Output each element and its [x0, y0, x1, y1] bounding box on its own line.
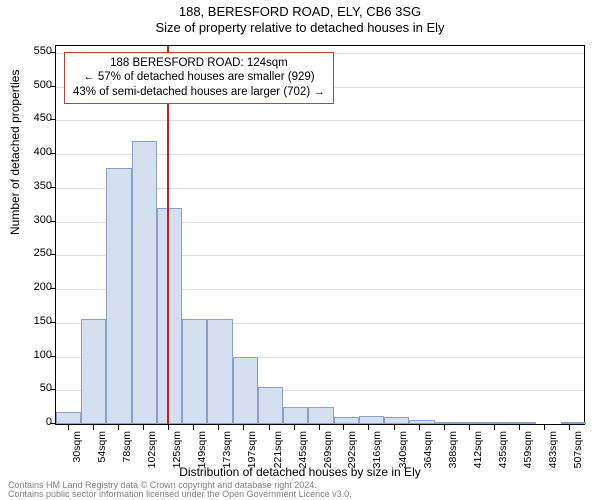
y-tick-label: 100 [12, 349, 52, 361]
x-tick-label: 292sqm [346, 431, 358, 471]
y-tick-label: 450 [12, 112, 52, 124]
y-tick-label: 550 [12, 45, 52, 57]
histogram-bar [510, 422, 535, 424]
x-tick-label: 221sqm [272, 431, 284, 471]
x-tick-mark [569, 425, 570, 430]
x-tick-mark [93, 425, 94, 430]
x-tick-mark [394, 425, 395, 430]
histogram-bar [81, 319, 106, 424]
y-tick-label: 400 [12, 146, 52, 158]
y-tick-label: 0 [12, 416, 52, 428]
y-tick-label: 150 [12, 315, 52, 327]
y-tick-label: 200 [12, 281, 52, 293]
histogram-bar [485, 422, 510, 424]
x-tick-label: 459sqm [522, 431, 534, 471]
x-tick-mark [444, 425, 445, 430]
x-tick-label: 245sqm [297, 431, 309, 471]
x-tick-label: 149sqm [196, 431, 208, 471]
x-tick-label: 197sqm [246, 431, 258, 471]
y-tick-mark [50, 153, 55, 154]
y-tick-label: 350 [12, 180, 52, 192]
histogram-bar [384, 417, 409, 424]
histogram-bar [207, 319, 232, 424]
histogram-bar [182, 319, 207, 424]
histogram-bar [561, 422, 586, 424]
y-tick-mark [50, 356, 55, 357]
histogram-bar [283, 407, 308, 424]
x-tick-mark [193, 425, 194, 430]
histogram-bar [106, 168, 131, 425]
x-tick-mark [544, 425, 545, 430]
infobox-line-2: ← 57% of detached houses are smaller (92… [83, 71, 314, 83]
infobox-line-1: 188 BERESFORD ROAD: 124sqm [110, 57, 288, 69]
histogram-bar [334, 417, 359, 424]
x-tick-mark [469, 425, 470, 430]
y-tick-label: 50 [12, 382, 52, 394]
histogram-bar [233, 357, 258, 425]
y-tick-mark [50, 288, 55, 289]
x-tick-label: 364sqm [422, 431, 434, 471]
x-tick-mark [419, 425, 420, 430]
y-tick-mark [50, 389, 55, 390]
y-tick-label: 250 [12, 247, 52, 259]
footer-line-2: Contains public sector information licen… [8, 489, 352, 499]
x-tick-label: 78sqm [121, 431, 133, 471]
x-tick-label: 102sqm [146, 431, 158, 471]
x-tick-mark [68, 425, 69, 430]
histogram-bar [56, 412, 81, 424]
x-tick-label: 269sqm [322, 431, 334, 471]
x-tick-mark [519, 425, 520, 430]
plot-area: 188 BERESFORD ROAD: 124sqm ← 57% of detac… [55, 45, 585, 425]
x-tick-label: 507sqm [572, 431, 584, 471]
histogram-bar [460, 422, 485, 424]
x-tick-label: 316sqm [371, 431, 383, 471]
y-tick-mark [50, 254, 55, 255]
x-tick-label: 125sqm [171, 431, 183, 471]
y-tick-mark [50, 322, 55, 323]
x-tick-label: 412sqm [472, 431, 484, 471]
y-tick-mark [50, 52, 55, 53]
y-tick-mark [50, 119, 55, 120]
x-tick-mark [118, 425, 119, 430]
info-box: 188 BERESFORD ROAD: 124sqm ← 57% of detac… [64, 52, 334, 104]
chart-title: Size of property relative to detached ho… [0, 20, 600, 35]
y-tick-mark [50, 221, 55, 222]
x-tick-mark [143, 425, 144, 430]
x-tick-label: 435sqm [497, 431, 509, 471]
x-tick-mark [343, 425, 344, 430]
x-tick-label: 173sqm [221, 431, 233, 471]
infobox-line-3: 43% of semi-detached houses are larger (… [73, 86, 325, 98]
footer-text: Contains HM Land Registry data © Crown c… [8, 481, 352, 499]
x-tick-mark [243, 425, 244, 430]
x-tick-mark [218, 425, 219, 430]
x-tick-mark [269, 425, 270, 430]
x-tick-label: 30sqm [71, 431, 83, 471]
histogram-bar [157, 208, 182, 424]
histogram-bar [409, 420, 434, 424]
chart-container: 188, BERESFORD ROAD, ELY, CB6 3SG Size o… [0, 0, 600, 500]
y-tick-mark [50, 86, 55, 87]
y-tick-label: 300 [12, 214, 52, 226]
x-tick-label: 388sqm [447, 431, 459, 471]
x-tick-mark [494, 425, 495, 430]
histogram-bar [308, 407, 333, 424]
x-tick-label: 483sqm [547, 431, 559, 471]
histogram-bar [132, 141, 157, 425]
histogram-bar [258, 387, 283, 424]
histogram-bar [359, 416, 384, 424]
super-title: 188, BERESFORD ROAD, ELY, CB6 3SG [0, 4, 600, 19]
grid-line [56, 120, 584, 121]
x-tick-mark [168, 425, 169, 430]
x-tick-label: 54sqm [96, 431, 108, 471]
y-tick-mark [50, 187, 55, 188]
x-tick-mark [294, 425, 295, 430]
y-tick-mark [50, 423, 55, 424]
x-tick-mark [319, 425, 320, 430]
x-tick-label: 340sqm [397, 431, 409, 471]
y-tick-label: 500 [12, 79, 52, 91]
x-tick-mark [368, 425, 369, 430]
histogram-bar [435, 422, 460, 424]
